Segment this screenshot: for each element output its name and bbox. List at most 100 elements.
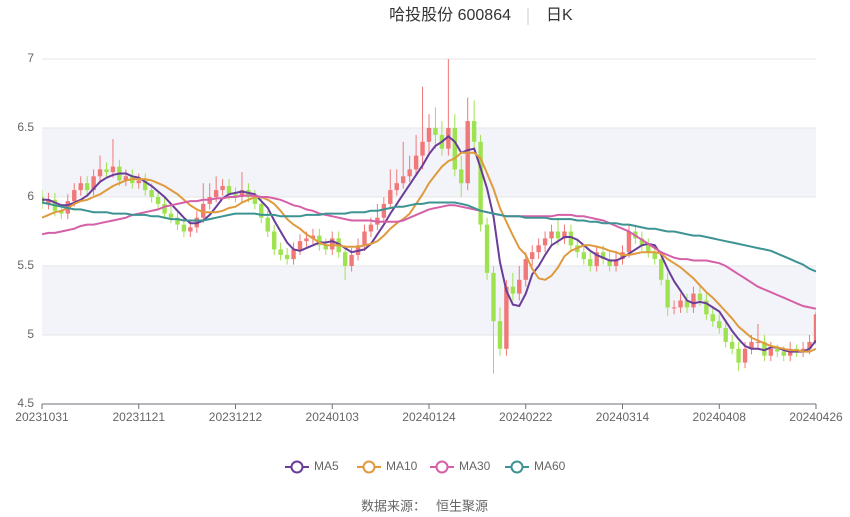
- candle-body: [555, 231, 561, 239]
- y-tick-label: 6: [27, 189, 34, 203]
- source-label: 数据来源：: [361, 498, 426, 513]
- x-tick-label: 20231031: [15, 410, 69, 424]
- candle-body: [736, 348, 741, 363]
- candle-body: [213, 190, 219, 197]
- x-tick-label: 20240124: [402, 410, 456, 424]
- ma-line: [42, 151, 816, 353]
- x-tick-label: 20231121: [113, 410, 166, 424]
- candle-body: [723, 328, 728, 342]
- x-tick-label: 20240408: [693, 410, 747, 424]
- ma-line: [42, 201, 816, 273]
- candle-body: [568, 231, 574, 246]
- chart-title: 哈投股份 600864: [389, 6, 511, 24]
- candle-body: [471, 121, 477, 142]
- candle-body: [317, 235, 322, 246]
- candle-body: [413, 155, 419, 170]
- candle-body: [259, 203, 264, 218]
- candle-body: [678, 300, 683, 308]
- candle-body: [104, 169, 109, 173]
- candle-body: [91, 176, 96, 191]
- candle-body: [149, 190, 154, 197]
- candle-body: [504, 286, 509, 349]
- candle-body: [433, 128, 438, 135]
- x-tick-label: 20240103: [306, 410, 360, 424]
- candle-body: [807, 341, 812, 349]
- candle-body: [549, 231, 554, 239]
- legend-marker: [510, 460, 524, 474]
- candle-body: [136, 180, 141, 184]
- candle-body: [581, 252, 586, 260]
- x-tick-label: 20240426: [789, 410, 843, 424]
- candle-body: [284, 254, 290, 260]
- candle-body: [84, 183, 90, 191]
- candle-body: [588, 259, 593, 266]
- y-tick-label: 4.5: [17, 396, 34, 410]
- candle-body: [155, 197, 161, 204]
- candle-body: [110, 166, 116, 173]
- candle-body: [530, 252, 535, 260]
- candle-body: [362, 231, 367, 246]
- candle-body: [46, 199, 51, 204]
- candle-body: [729, 341, 735, 349]
- candle-body: [239, 190, 245, 197]
- candle-body: [407, 169, 412, 177]
- candle-body: [388, 190, 393, 204]
- candle-body: [542, 238, 548, 246]
- candle-body: [717, 321, 722, 329]
- candle-body: [368, 224, 374, 232]
- candle-body: [401, 176, 406, 184]
- candle-body: [452, 128, 457, 170]
- candle-body: [349, 254, 354, 266]
- candle-body: [749, 341, 754, 349]
- candle-body: [710, 314, 715, 322]
- candle-body: [517, 279, 522, 294]
- candle-body: [813, 314, 816, 342]
- legend-label: MA10: [386, 459, 418, 473]
- candle-body: [704, 300, 709, 315]
- legend-marker: [290, 460, 304, 474]
- chart-subtitle: 日K: [546, 7, 573, 24]
- candle-body: [665, 279, 670, 308]
- y-tick-label: 6.5: [17, 120, 34, 134]
- candle-body: [272, 231, 277, 250]
- source: 恒生聚源: [436, 498, 488, 513]
- candle-body: [426, 128, 432, 142]
- legend-label: MA30: [459, 459, 491, 473]
- candle-body: [671, 307, 677, 309]
- candle-body: [220, 185, 225, 191]
- candle-body: [684, 300, 690, 308]
- candle-body: [775, 348, 780, 352]
- candle-body: [162, 203, 167, 214]
- candle-body: [594, 252, 599, 266]
- candle-body: [323, 245, 328, 250]
- candle-body: [201, 203, 206, 218]
- candle-body: [742, 348, 748, 363]
- legend-marker: [362, 460, 376, 474]
- y-tick-label: 5: [27, 327, 34, 341]
- legend-label: MA60: [534, 459, 566, 473]
- candle-body: [478, 141, 483, 225]
- ma-line: [42, 134, 816, 353]
- candle-body: [394, 183, 399, 191]
- candle-body: [768, 348, 774, 356]
- candle-body: [755, 341, 761, 343]
- x-tick-label: 20231212: [209, 410, 263, 424]
- candle-body: [291, 249, 296, 260]
- candle-body: [510, 286, 516, 294]
- candle-body: [78, 183, 83, 191]
- candle-body: [265, 217, 270, 232]
- candle-body: [800, 348, 806, 352]
- candles: [42, 59, 816, 374]
- candle-body: [607, 259, 612, 266]
- candle-body: [497, 321, 503, 349]
- candle-body: [459, 169, 464, 184]
- candle-body: [536, 245, 541, 253]
- candle-body: [310, 235, 316, 239]
- candle-body: [226, 185, 232, 195]
- candle-body: [252, 197, 258, 204]
- candle-body: [659, 259, 664, 280]
- candle-body: [600, 252, 606, 260]
- candle-body: [562, 231, 567, 239]
- candle-body: [233, 194, 238, 197]
